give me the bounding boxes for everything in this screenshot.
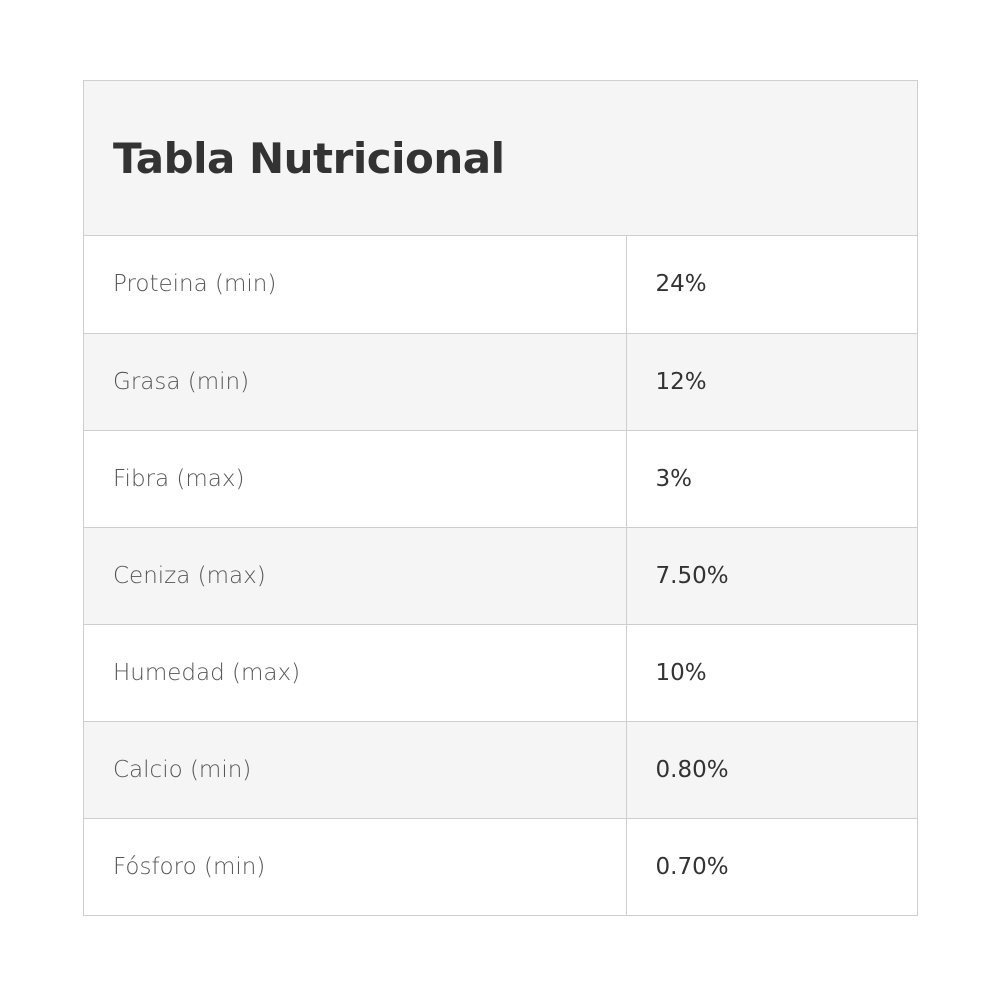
nutrient-name: Calcio (min) (84, 720, 627, 818)
nutrient-value: 0.70% (626, 817, 917, 915)
table-row: Calcio (min) 0.80% (84, 720, 917, 818)
table-title: Tabla Nutricional (113, 133, 505, 183)
nutrient-value: 24% (626, 236, 917, 333)
nutrient-name: Proteina (min) (84, 236, 627, 333)
table-row: Proteina (min) 24% (84, 236, 917, 333)
nutrient-name: Fósforo (min) (84, 817, 627, 915)
table-row: Fósforo (min) 0.70% (84, 817, 917, 915)
table-header: Tabla Nutricional (84, 81, 917, 236)
table-body: Proteina (min) 24% Grasa (min) 12% Fibra (ma… (84, 236, 917, 915)
table-row: Grasa (min) 12% (84, 332, 917, 430)
nutrient-value: 3% (626, 429, 917, 527)
table-row: Ceniza (max) 7.50% (84, 526, 917, 624)
nutrient-name: Grasa (min) (84, 332, 627, 430)
table-row: Fibra (max) 3% (84, 429, 917, 527)
nutrient-value: 12% (626, 332, 917, 430)
nutrient-value: 10% (626, 623, 917, 721)
nutrient-value: 7.50% (626, 526, 917, 624)
nutrient-name: Humedad (max) (84, 623, 627, 721)
nutrient-name: Fibra (max) (84, 429, 627, 527)
table-row: Humedad (max) 10% (84, 623, 917, 721)
nutrient-value: 0.80% (626, 720, 917, 818)
nutrition-table: Proteina (min) 24% Grasa (min) 12% Fibra (ma… (84, 236, 917, 915)
nutrition-table-box: Tabla Nutricional Proteina (min) 24% Grasa… (83, 80, 918, 916)
nutrient-name: Ceniza (max) (84, 526, 627, 624)
